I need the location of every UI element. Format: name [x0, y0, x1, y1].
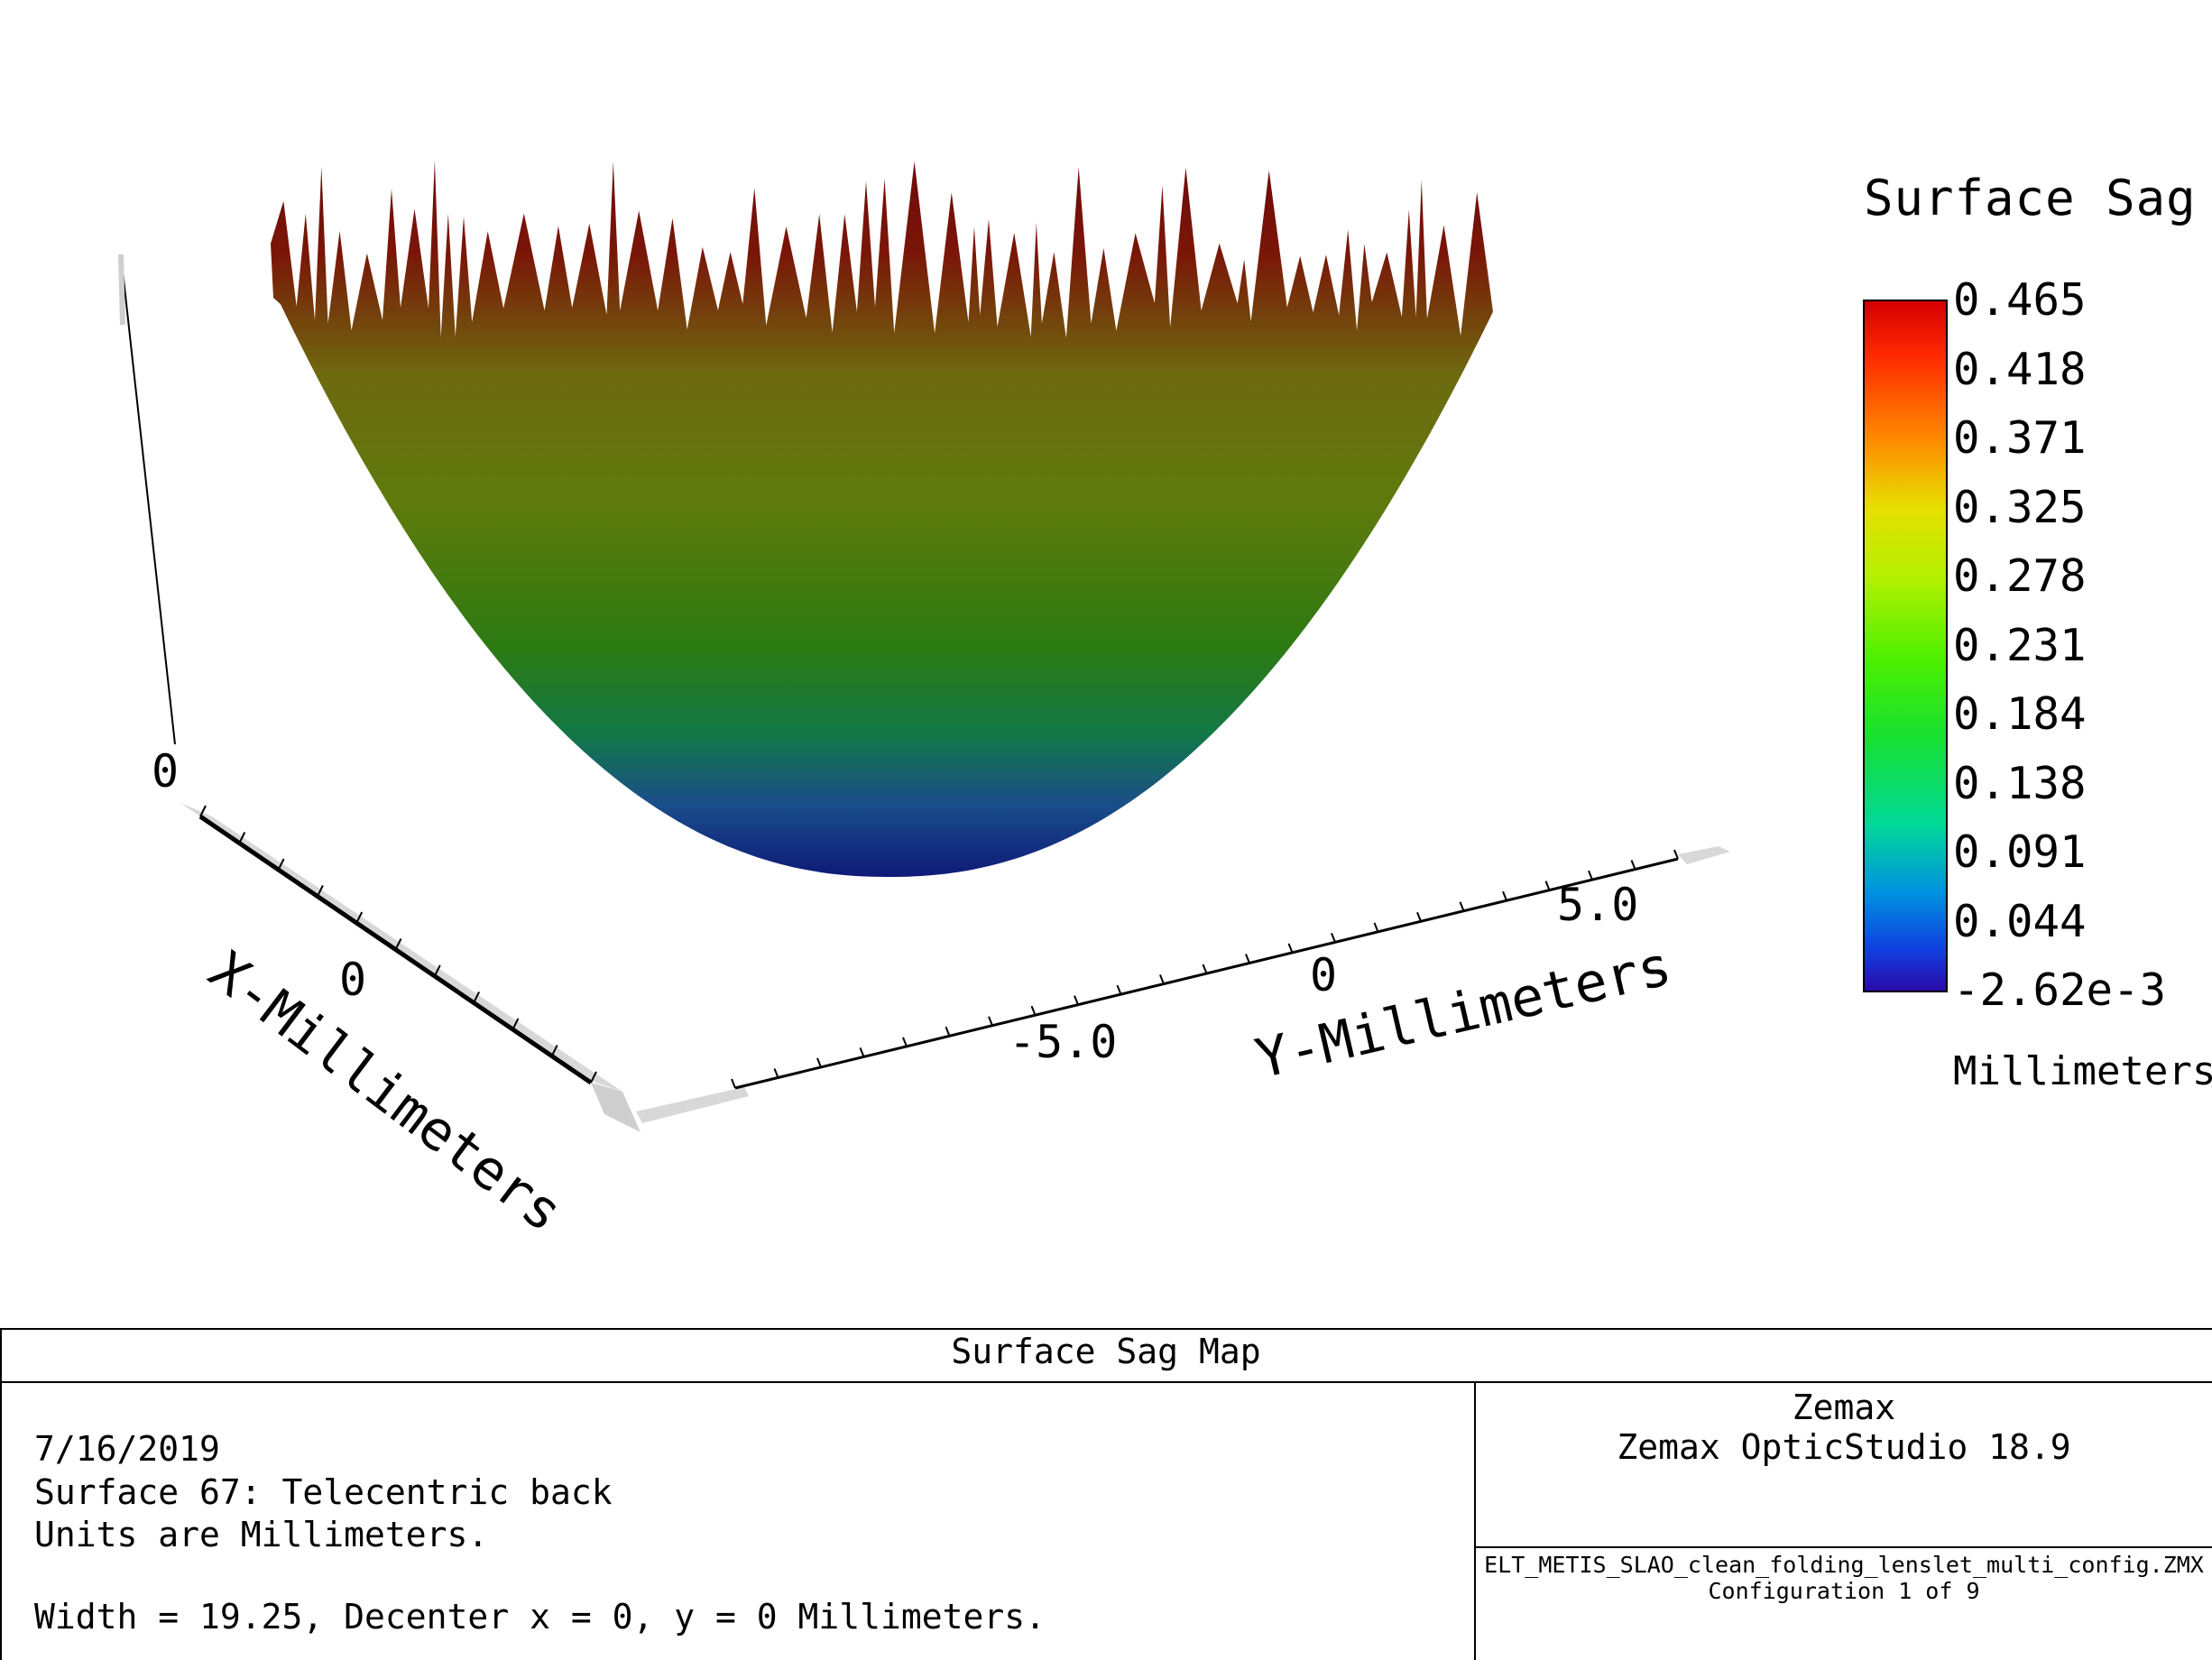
- footer-units: Units are Millimeters.: [34, 1515, 489, 1554]
- y-tick-0: 0: [1310, 949, 1337, 1001]
- axis-tick: [1202, 964, 1208, 974]
- axis-tick: [859, 1047, 865, 1057]
- y-tick-neg5: -5.0: [1009, 1016, 1117, 1068]
- z-axis-line: [120, 254, 176, 745]
- y-tick-5: 5.0: [1557, 879, 1638, 931]
- axis-tick: [902, 1037, 908, 1047]
- axis-tick: [1030, 1005, 1037, 1016]
- axis-tick: [988, 1016, 993, 1027]
- colorbar-label: 0.371: [1953, 412, 2087, 464]
- axis-tick: [1588, 870, 1593, 881]
- axis-tick: [1544, 881, 1551, 891]
- axis-tick: [1331, 932, 1336, 943]
- axis-tick: [816, 1057, 822, 1068]
- footer-date: 7/16/2019: [34, 1429, 220, 1469]
- axis-tick: [199, 805, 207, 817]
- surface-plot: 0 0 -5.0 0 5.0 X-Millimeters Y-Millimete…: [118, 160, 1730, 1245]
- axis-tick: [512, 1018, 520, 1030]
- axis-tick: [1287, 943, 1294, 954]
- colorbar: [1863, 300, 1948, 992]
- axis-tick: [1116, 984, 1122, 995]
- axis-tick: [1245, 954, 1250, 964]
- x-axis-title: X-Millimeters: [198, 939, 574, 1245]
- axis-tick: [1673, 849, 1679, 860]
- colorbar-label: 0.465: [1953, 274, 2087, 326]
- colorbar-label: 0.231: [1953, 619, 2087, 671]
- footer-width: Width = 19.25, Decenter x = 0, y = 0 Mil…: [34, 1597, 1046, 1637]
- axis-tick: [238, 832, 246, 844]
- colorbar-label: 0.418: [1953, 343, 2087, 395]
- axis-tick: [550, 1045, 558, 1056]
- colorbar-label: -2.62e-3: [1953, 964, 2167, 1016]
- axis-tick: [1159, 974, 1165, 984]
- axis-tick: [590, 1071, 597, 1084]
- legend-title: Surface Sag: [1864, 170, 2197, 226]
- axis-tick: [473, 991, 480, 1003]
- axis-tick: [317, 885, 324, 897]
- axis-tick: [1416, 911, 1422, 922]
- axis-tick: [945, 1026, 951, 1037]
- colorbar-label: 0.278: [1953, 550, 2087, 602]
- colorbar-units: Millimeters: [1953, 1048, 2212, 1094]
- axis-tick: [1459, 901, 1465, 912]
- footer-config: Configuration 1 of 9: [1708, 1578, 1980, 1604]
- axis-tick: [1373, 922, 1379, 933]
- colorbar-label: 0.091: [1953, 826, 2087, 878]
- colorbar-label: 0.044: [1953, 895, 2087, 947]
- footer-surface: Surface 67: Telecentric back: [34, 1472, 613, 1512]
- axis-tick: [355, 911, 364, 924]
- colorbar-label: 0.325: [1953, 481, 2087, 533]
- axis-tick: [1074, 995, 1079, 1006]
- axis-tick: [731, 1078, 736, 1089]
- sag-surface: [271, 160, 1493, 878]
- footer-file: ELT_METIS_SLAO_clean_folding_lenslet_mul…: [1484, 1552, 2204, 1578]
- colorbar-label: 0.184: [1953, 688, 2087, 740]
- footer-vendor: Zemax: [1792, 1388, 1896, 1427]
- footer-title: Surface Sag Map: [951, 1332, 1261, 1371]
- colorbar-label: 0.138: [1953, 757, 2087, 809]
- axis-tick: [433, 964, 441, 977]
- axis-tick: [1502, 890, 1507, 901]
- axis-tick: [1630, 860, 1636, 870]
- axis-ticks: [199, 805, 1679, 1089]
- x-tick-0: 0: [339, 954, 366, 1006]
- footer-product: Zemax OpticStudio 18.9: [1617, 1427, 2071, 1467]
- axis-tick: [277, 858, 285, 871]
- axis-tick: [773, 1068, 779, 1078]
- z-tick-0: 0: [152, 745, 179, 798]
- axis-tick: [394, 938, 402, 950]
